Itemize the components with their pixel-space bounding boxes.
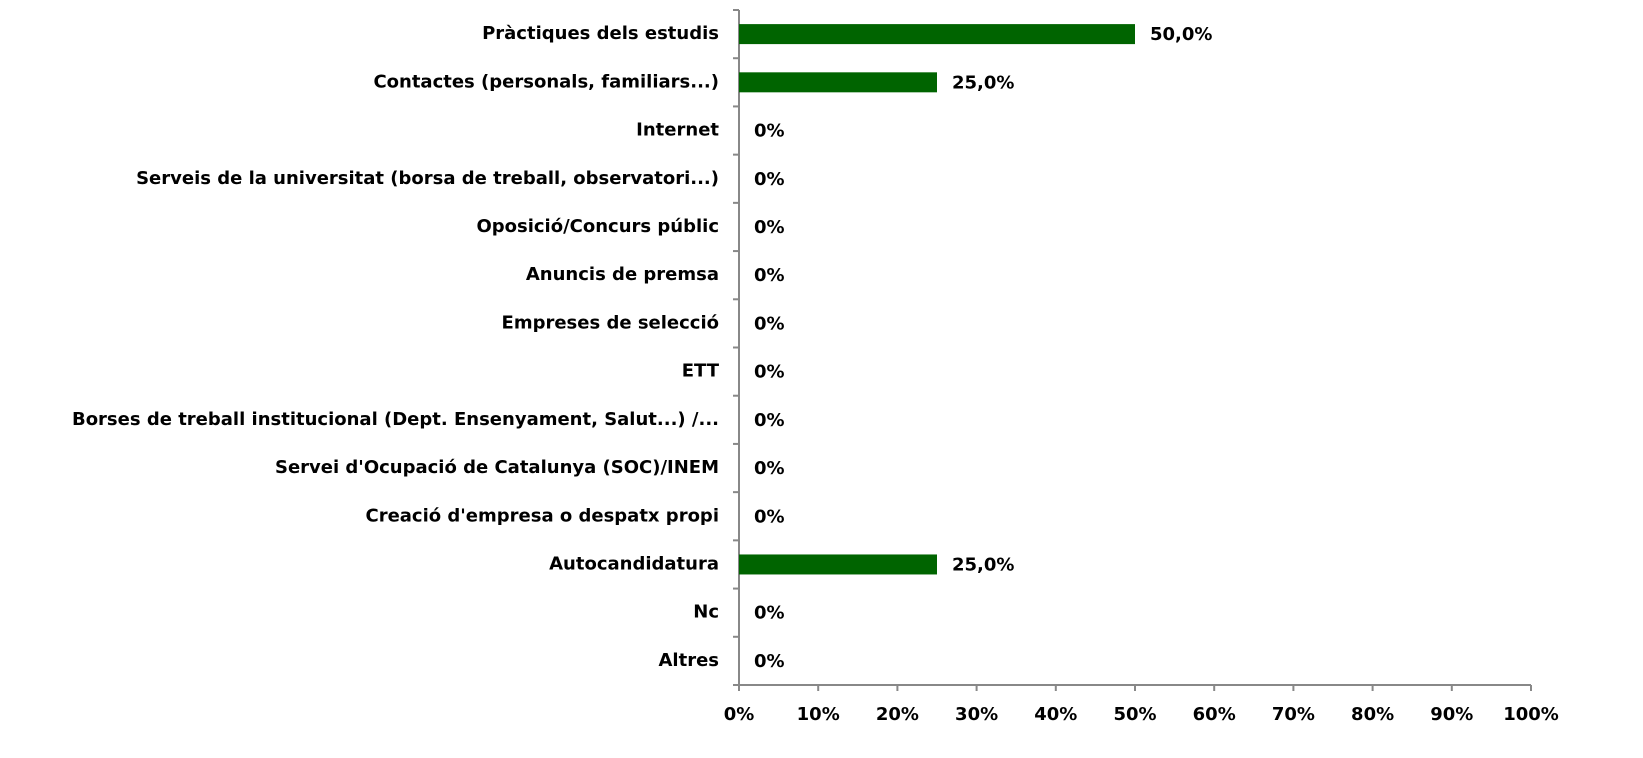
y-tick-label: Empreses de selecció [502,312,719,333]
value-label: 0% [754,265,785,286]
y-tick-label: Anuncis de premsa [526,264,719,285]
value-label: 0% [754,362,785,383]
x-tick-label: 50% [1113,704,1156,725]
value-label: 25,0% [952,72,1014,93]
y-tick-label: Creació d'empresa o despatx propi [365,505,719,526]
x-tick-label: 70% [1272,704,1315,725]
x-tick-label: 40% [1034,704,1077,725]
x-tick-label: 10% [797,704,840,725]
x-tick-label: 20% [876,704,919,725]
value-label: 0% [754,121,785,142]
y-tick-label: Autocandidatura [549,553,719,574]
y-tick-label: Nc [693,602,719,623]
x-tick-label: 100% [1503,704,1559,725]
value-label: 0% [754,217,785,238]
bar [739,24,1135,45]
x-tick-label: 90% [1430,704,1473,725]
y-tick-label: Altres [658,650,719,671]
value-label: 0% [754,458,785,479]
y-tick-label: Borses de treball institucional (Dept. E… [72,409,719,430]
value-label: 0% [754,410,785,431]
y-tick-label: Internet [636,120,719,141]
bar [739,554,937,575]
y-tick-label: Serveis de la universitat (borsa de treb… [136,168,719,189]
y-tick-label: Servei d'Ocupació de Catalunya (SOC)/INE… [275,457,719,478]
value-label: 0% [754,313,785,334]
x-tick-label: 80% [1351,704,1394,725]
y-tick-label: ETT [682,361,720,382]
x-tick-label: 60% [1193,704,1236,725]
value-label: 0% [754,603,785,624]
value-label: 25,0% [952,554,1014,575]
y-tick-label: Oposició/Concurs públic [476,216,719,237]
y-tick-label: Contactes (personals, familiars...) [373,71,719,92]
value-label: 0% [754,169,785,190]
x-tick-label: 0% [724,704,755,725]
value-label: 50,0% [1150,24,1212,45]
value-label: 0% [754,506,785,527]
value-label: 0% [754,651,785,672]
y-tick-label: Pràctiques dels estudis [482,23,719,44]
bar [739,72,937,93]
x-tick-label: 30% [955,704,998,725]
